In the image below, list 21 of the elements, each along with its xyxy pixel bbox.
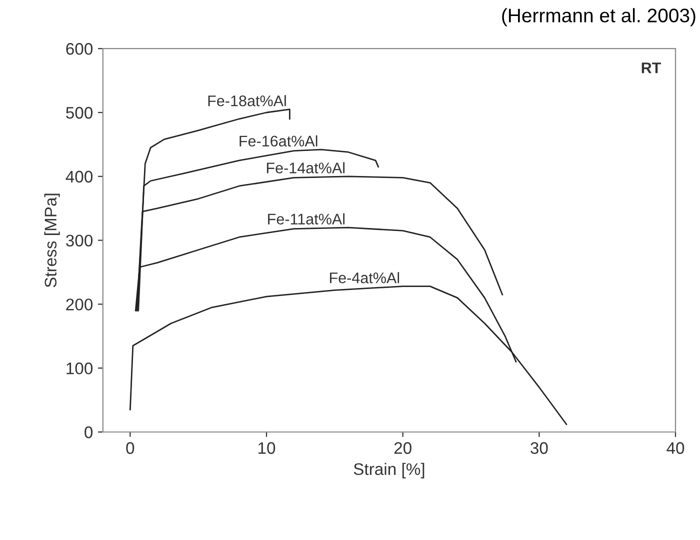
text: (Herrmann et al. 2003) [502,8,696,26]
y-tick-label: 300 [66,234,93,247]
annotation: RT [642,62,662,74]
y-tick-label: 500 [66,106,93,119]
y-tick-label: 200 [66,298,93,310]
y-tick-label: 400 [66,170,93,183]
y-axis-title: Stress [MPa] [44,194,60,288]
y-tick-label: 600 [66,43,93,55]
x-axis-title: Strain [%] [354,462,424,478]
x-tick-label: 20 [394,442,412,454]
x-tick-label: 10 [258,442,276,454]
x-tick-label: 30 [530,442,548,454]
series-label: Fe-18at%Al [208,95,286,106]
y-tick-label: 0 [84,426,93,438]
x-tick-label: 0 [126,442,134,454]
x-tick-label: 40 [666,442,684,454]
series-label: Fe-11at%Al [268,213,345,224]
series-label: Fe-14at%Al [266,162,345,174]
series-label: Fe-16at%Al [240,135,318,147]
y-tick-label: 100 [66,362,93,374]
series-label: Fe-4at%Al [330,272,400,284]
